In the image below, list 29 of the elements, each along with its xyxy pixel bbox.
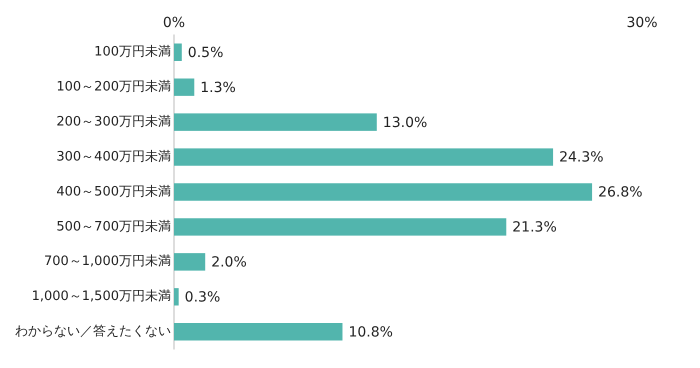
y-tick-label: 1,000～1,500万円未満 xyxy=(32,289,171,304)
data-label: 1.3% xyxy=(200,80,236,96)
data-label: 2.0% xyxy=(211,254,247,271)
y-tick-label: 500～700万円未満 xyxy=(56,219,171,234)
data-label: 26.8% xyxy=(598,184,643,201)
y-tick-label: 700～1,000万円未満 xyxy=(44,254,171,270)
bar xyxy=(174,218,506,236)
bar xyxy=(174,288,179,306)
bar xyxy=(174,148,554,166)
y-tick-label: 100～200万円未満 xyxy=(56,80,171,95)
y-tick-label: わからない／答えたくない xyxy=(15,324,171,340)
y-tick-label: 300～400万円未満 xyxy=(56,149,171,164)
data-label: 24.3% xyxy=(559,150,604,166)
y-tick-label: 100万円未満 xyxy=(94,44,171,60)
data-label: 0.5% xyxy=(188,44,224,61)
x-tick-label: 30% xyxy=(626,15,658,32)
data-label: 10.8% xyxy=(348,324,393,340)
data-label: 0.3% xyxy=(184,289,220,306)
y-tick-label: 200～300万円未満 xyxy=(56,114,171,130)
x-tick-label: 0% xyxy=(162,15,186,32)
data-label: 21.3% xyxy=(512,220,557,236)
bar xyxy=(174,323,342,340)
bar xyxy=(174,78,194,96)
bar xyxy=(174,113,377,131)
bar xyxy=(174,183,592,201)
bar xyxy=(174,253,206,271)
data-label: 13.0% xyxy=(382,114,428,131)
bar xyxy=(174,44,182,61)
y-tick-label: 400～500万円未満 xyxy=(56,184,171,200)
